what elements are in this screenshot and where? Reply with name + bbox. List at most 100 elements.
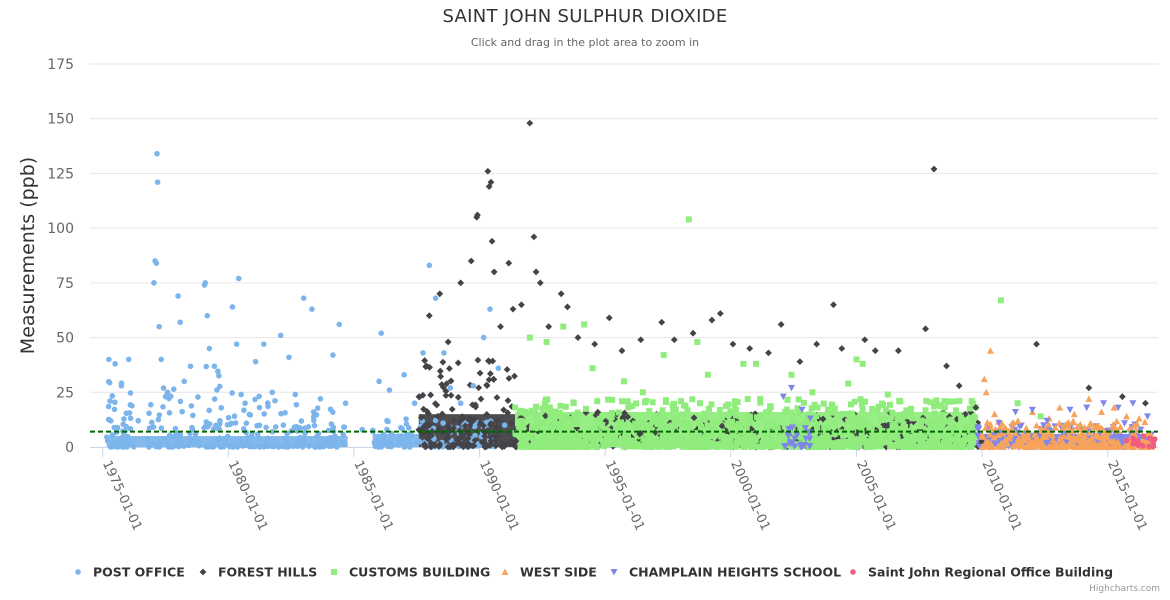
- data-point: [432, 295, 439, 301]
- data-point: [787, 439, 795, 447]
- data-point: [340, 431, 346, 438]
- data-point: [986, 430, 994, 438]
- data-point: [808, 405, 815, 412]
- data-point: [871, 429, 878, 436]
- data-point: [780, 442, 788, 450]
- data-point: [590, 425, 597, 432]
- data-point: [485, 376, 493, 384]
- data-point: [420, 405, 427, 413]
- data-point: [885, 421, 893, 429]
- data-point: [948, 428, 955, 435]
- data-point: [520, 421, 527, 428]
- data-point: [257, 436, 263, 442]
- x-tick-label: 2010-01-01: [979, 458, 1025, 533]
- data-point: [1019, 442, 1027, 450]
- data-point: [892, 425, 899, 432]
- data-point: [192, 431, 199, 438]
- data-point: [249, 443, 256, 450]
- data-point: [456, 440, 464, 448]
- data-point: [604, 439, 611, 446]
- data-point: [155, 416, 162, 423]
- data-point: [701, 410, 708, 417]
- data-point: [831, 430, 838, 437]
- data-point: [436, 290, 444, 298]
- data-point: [531, 408, 538, 415]
- data-point: [1037, 413, 1044, 420]
- legend-symbol: [331, 569, 337, 575]
- data-point: [908, 427, 915, 434]
- data-point: [871, 347, 879, 355]
- data-point: [894, 347, 902, 355]
- data-point: [545, 437, 552, 444]
- data-point: [327, 434, 334, 441]
- data-point: [673, 415, 680, 422]
- data-point: [1111, 425, 1119, 432]
- legend-item[interactable]: POST OFFICE: [75, 565, 185, 580]
- data-point: [874, 437, 881, 444]
- data-point: [1052, 424, 1060, 431]
- legend-item[interactable]: CUSTOMS BUILDING: [331, 565, 490, 580]
- data-point: [169, 434, 176, 440]
- data-point: [914, 435, 921, 442]
- data-point: [529, 427, 536, 434]
- data-point: [256, 422, 263, 429]
- data-point: [1012, 408, 1020, 416]
- data-point: [551, 418, 558, 425]
- data-point: [388, 442, 395, 449]
- data-point: [1097, 424, 1105, 431]
- data-point: [770, 419, 777, 426]
- data-point: [1004, 440, 1012, 447]
- legend-item[interactable]: Saint John Regional Office Building: [850, 565, 1113, 580]
- legend-item[interactable]: FOREST HILLS: [199, 565, 318, 580]
- data-point: [607, 425, 615, 432]
- data-point: [903, 438, 910, 445]
- data-point: [242, 400, 248, 407]
- data-point: [562, 403, 569, 410]
- data-point: [232, 420, 239, 426]
- legend-item[interactable]: CHAMPLAIN HEIGHTS SCHOOL: [610, 565, 842, 580]
- data-point: [112, 361, 118, 367]
- data-point: [663, 413, 670, 420]
- data-point: [488, 237, 496, 245]
- legend-item[interactable]: WEST SIDE: [501, 565, 597, 580]
- legend-label: CHAMPLAIN HEIGHTS SCHOOL: [629, 565, 841, 580]
- data-point: [785, 426, 793, 434]
- data-point: [534, 440, 541, 447]
- data-point: [240, 426, 247, 432]
- data-point: [678, 398, 685, 405]
- data-point: [784, 432, 792, 440]
- data-point: [211, 396, 218, 402]
- data-point: [224, 422, 231, 428]
- data-point: [121, 416, 127, 422]
- data-point: [576, 443, 583, 450]
- data-point: [497, 323, 504, 331]
- data-point: [972, 434, 979, 441]
- data-point: [840, 432, 847, 439]
- data-point: [549, 429, 556, 436]
- data-point: [598, 423, 605, 430]
- data-point: [156, 412, 163, 418]
- data-point: [743, 425, 750, 432]
- data-point: [505, 259, 513, 267]
- data-point: [1040, 431, 1048, 438]
- data-point: [819, 415, 827, 423]
- data-point: [127, 426, 134, 432]
- data-point: [188, 403, 195, 409]
- data-point: [272, 397, 278, 404]
- data-point: [704, 422, 711, 429]
- data-point: [813, 340, 821, 348]
- grid-lines: [90, 63, 1158, 393]
- credits-link[interactable]: Highcharts.com: [1089, 584, 1160, 594]
- data-point: [670, 336, 678, 344]
- data-point: [309, 306, 315, 312]
- data-point: [164, 389, 171, 396]
- data-point: [454, 393, 462, 401]
- data-point: [463, 441, 471, 449]
- data-point: [813, 443, 820, 450]
- data-point: [792, 432, 799, 439]
- data-point: [405, 425, 412, 431]
- data-point: [889, 425, 896, 432]
- data-point: [334, 444, 340, 450]
